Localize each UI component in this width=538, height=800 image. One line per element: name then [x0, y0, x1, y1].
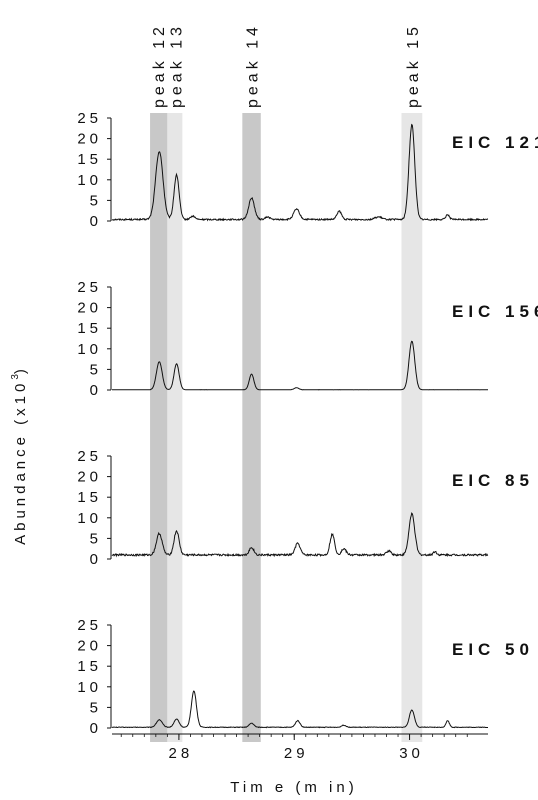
y-tick-label: 0	[90, 720, 102, 737]
y-tick-label: 15	[77, 151, 102, 168]
y-tick-label: 15	[77, 489, 102, 506]
peak-window-shade	[150, 113, 168, 742]
y-tick-label: 20	[77, 469, 102, 486]
x-axis-title: Tim e (m in)	[230, 779, 357, 796]
eic-panel: 0 5 10 15 20 25 EIC 121	[77, 110, 538, 230]
y-tick-label: 0	[90, 382, 102, 399]
y-tick-label: 25	[77, 279, 102, 296]
y-tick-label: 10	[77, 172, 102, 189]
eic-trace	[111, 123, 489, 222]
peak-window-shade	[167, 113, 183, 742]
y-tick-label: 25	[77, 448, 102, 465]
peak-window-shading	[150, 113, 423, 742]
eic-label: EIC 156	[452, 302, 538, 321]
eic-panels: 0 5 10 15 20 25 EIC 121 0 5 10 15 20 25 EIC 156 0 5 10 15…	[77, 110, 538, 737]
eic-label: EIC 85	[452, 471, 534, 490]
y-tick-label: 10	[77, 341, 102, 358]
peak-label: peak 12	[151, 23, 168, 108]
y-tick-label: 10	[77, 679, 102, 696]
eic-label: EIC 121	[452, 133, 538, 152]
y-tick-label: 15	[77, 320, 102, 337]
eic-label: EIC 50	[452, 640, 534, 659]
peak-window-shade	[401, 113, 423, 742]
y-tick-label: 20	[77, 638, 102, 655]
eic-trace	[112, 340, 488, 391]
eic-trace	[111, 512, 489, 558]
y-tick-label: 5	[90, 699, 102, 716]
y-tick-label: 5	[90, 530, 102, 547]
y-tick-label: 20	[77, 300, 102, 317]
eic-trace	[111, 690, 488, 729]
x-tick-label: 29	[284, 745, 309, 762]
y-tick-label: 25	[77, 110, 102, 127]
x-tick-label: 28	[169, 745, 194, 762]
y-tick-label: 10	[77, 510, 102, 527]
peak-label: peak 13	[168, 23, 185, 108]
peak-label: peak 14	[245, 23, 262, 108]
peak-labels: peak 12 peak 13 peak 14 peak 15	[151, 23, 422, 108]
y-tick-label: 5	[90, 361, 102, 378]
x-tick-label: 30	[399, 745, 424, 762]
x-axis: 28 29 30	[112, 733, 488, 762]
y-tick-label: 25	[77, 617, 102, 634]
y-tick-label: 0	[90, 551, 102, 568]
y-tick-label: 5	[90, 192, 102, 209]
peak-window-shade	[242, 113, 261, 742]
peak-label: peak 15	[405, 23, 422, 108]
eic-panel: 0 5 10 15 20 25 EIC 85	[77, 448, 534, 568]
y-tick-label: 0	[90, 213, 102, 230]
eic-panel: 0 5 10 15 20 25 EIC 50	[77, 617, 534, 737]
y-axis-title: Abundance (x103)	[10, 365, 29, 545]
y-tick-label: 15	[77, 658, 102, 675]
eic-panel: 0 5 10 15 20 25 EIC 156	[77, 279, 538, 399]
y-tick-label: 20	[77, 131, 102, 148]
